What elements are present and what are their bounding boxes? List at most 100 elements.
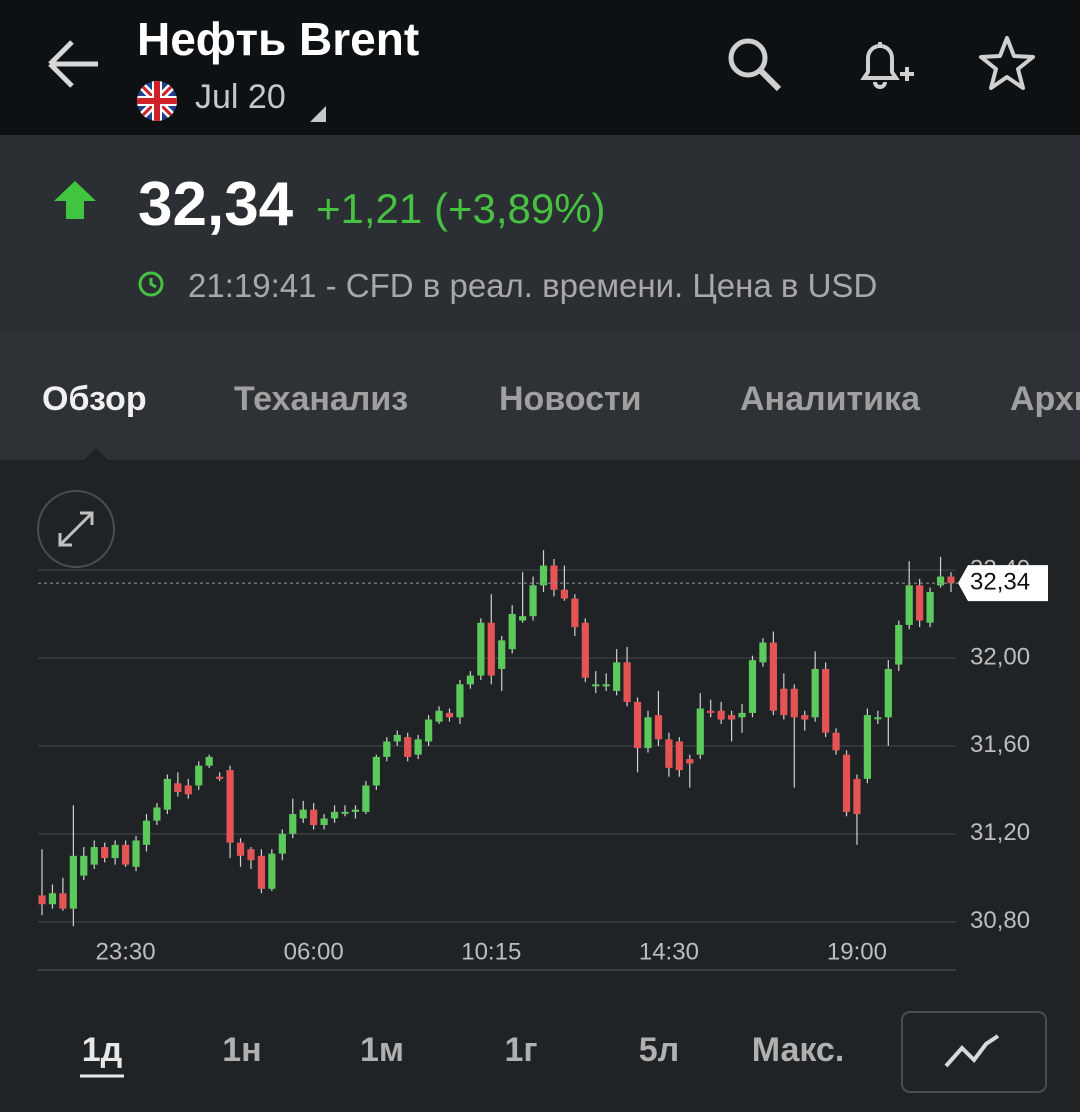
x-tick-label: 10:15 <box>461 938 521 965</box>
period-button[interactable]: 1м <box>360 1031 404 1069</box>
quote-panel: 32,34 +1,21 (+3,89%) 21:19:41 - CFD в ре… <box>0 135 1080 330</box>
tab[interactable]: Архив <box>1010 380 1080 418</box>
candle-body <box>738 712 746 718</box>
candle-body <box>874 717 882 720</box>
candle-body <box>696 708 704 755</box>
candle-body <box>675 741 683 771</box>
candle-body <box>686 759 694 764</box>
candle-body <box>769 642 777 711</box>
candle-body <box>633 701 642 749</box>
candle-body <box>330 811 339 819</box>
candle-body <box>257 855 266 889</box>
candle-body <box>456 684 464 718</box>
expand-button[interactable] <box>37 490 115 568</box>
candle-body <box>226 770 234 843</box>
candle-body <box>195 765 203 786</box>
y-tick-label: 31,20 <box>970 819 1030 846</box>
period-button[interactable]: Макс. <box>752 1031 845 1069</box>
candle-body <box>466 675 474 685</box>
tab[interactable]: Обзор <box>42 380 147 418</box>
candle-body <box>351 809 360 812</box>
candle-body <box>916 585 924 621</box>
instrument-title: Нефть Brent <box>137 13 420 65</box>
candle-body <box>174 783 182 793</box>
up-arrow <box>54 181 96 219</box>
candle-body <box>59 893 67 909</box>
candle-body <box>101 847 109 859</box>
candle-body <box>341 811 349 814</box>
candle-body <box>853 778 861 815</box>
period-button[interactable]: 5л <box>639 1031 680 1069</box>
candle-body <box>717 710 725 720</box>
candle-body <box>926 591 934 623</box>
candle-body <box>571 598 579 628</box>
contract-month[interactable]: Jul 20 <box>195 78 286 116</box>
candle-body <box>299 809 307 819</box>
candle-body <box>895 624 903 665</box>
y-tick-label: 32,00 <box>970 643 1030 670</box>
candle-body <box>727 715 736 720</box>
candle-body <box>205 756 213 766</box>
period-button[interactable]: 1н <box>222 1031 261 1069</box>
candle-body <box>822 668 830 733</box>
flag-icon <box>137 81 177 121</box>
tab[interactable]: Новости <box>499 380 642 418</box>
candle-body <box>268 853 276 889</box>
candle-body <box>884 668 892 718</box>
candle-body <box>498 640 506 669</box>
candle-body <box>654 715 663 740</box>
candle-body <box>748 660 757 713</box>
candle-body <box>216 776 224 779</box>
candle-body <box>393 734 401 742</box>
clock-icon <box>138 271 164 297</box>
candle-body <box>613 662 621 691</box>
expand-icon <box>58 511 94 547</box>
candle-body <box>832 732 840 751</box>
candle-body <box>905 585 913 625</box>
candle-body <box>121 844 130 865</box>
alert-button[interactable] <box>856 34 918 94</box>
dropdown-caret <box>310 106 326 122</box>
app-bar: Нефть Brent Jul 20 <box>0 0 1080 135</box>
quote-time-note: 21:19:41 - CFD в реал. времени. Цена в U… <box>188 267 878 304</box>
candle-body <box>539 565 548 586</box>
candle-body <box>184 785 192 795</box>
candle-body <box>247 849 255 861</box>
candle-body <box>477 622 485 676</box>
candle-body <box>759 642 767 663</box>
candle-body <box>372 756 380 786</box>
candle-body <box>383 741 391 757</box>
chart-type-button[interactable] <box>901 1011 1047 1093</box>
candle-body <box>508 613 516 650</box>
price-tag-label: 32,34 <box>970 569 1030 596</box>
candle-body <box>529 585 537 617</box>
x-tick-label: 19:00 <box>827 938 887 965</box>
tab[interactable]: Теханализ <box>234 380 409 418</box>
candle-body <box>623 662 631 702</box>
candle-body <box>487 622 495 676</box>
tab[interactable]: Аналитика <box>740 380 920 418</box>
tab-indicator <box>84 448 108 460</box>
candle-body <box>602 684 610 687</box>
x-tick-label: 23:30 <box>96 938 156 965</box>
x-tick-label: 06:00 <box>284 938 344 965</box>
candle-body <box>90 847 98 865</box>
candle-body <box>111 844 119 859</box>
candle-body <box>519 616 527 621</box>
y-tick-label: 31,60 <box>970 731 1030 758</box>
search-button[interactable] <box>724 34 784 94</box>
candle-body <box>424 719 433 742</box>
period-button[interactable]: 1д <box>82 1031 123 1069</box>
favorite-button[interactable] <box>976 34 1038 94</box>
candle-body <box>310 809 318 826</box>
candle-body <box>665 739 673 768</box>
candle-body <box>80 855 88 876</box>
candle-body <box>163 778 171 810</box>
back-button[interactable] <box>44 38 102 90</box>
period-button[interactable]: 1г <box>504 1031 537 1069</box>
candle-body <box>550 565 558 590</box>
candle-body <box>289 814 297 834</box>
candle-body <box>435 710 443 722</box>
candle-body <box>811 668 819 718</box>
